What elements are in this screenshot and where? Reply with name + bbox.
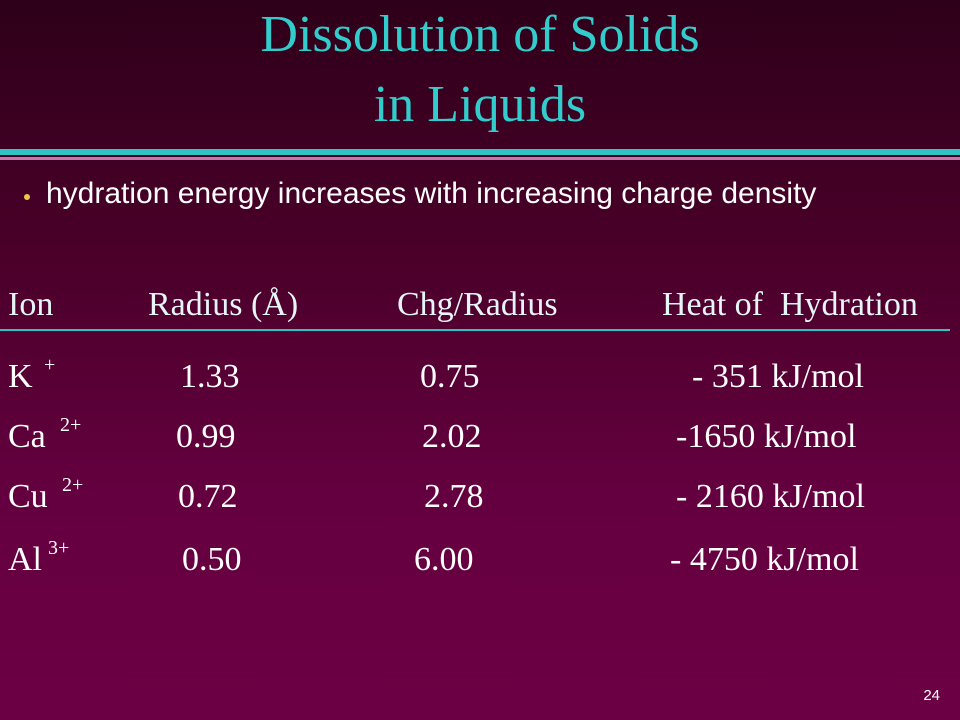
charge-radius: 0.75	[420, 358, 480, 395]
radius: 0.50	[182, 541, 242, 578]
bullet-marker	[24, 194, 30, 200]
divider	[0, 149, 960, 155]
ion-charge: 3+	[48, 537, 70, 559]
title-line: in Liquids	[373, 76, 587, 133]
heat-of-hydration: - 351 kJ/mol	[692, 358, 864, 395]
bullet-text: hydration energy increases with increasi…	[46, 177, 817, 210]
radius: 1.33	[180, 358, 240, 395]
radius: 0.72	[178, 478, 238, 515]
column-header: Ion	[8, 286, 54, 323]
heat-of-hydration: - 2160 kJ/mol	[676, 478, 865, 515]
ion-charge: 2+	[62, 474, 84, 496]
page-number: 24	[923, 687, 940, 704]
ion-symbol: Ca	[8, 418, 46, 455]
charge-radius: 2.02	[422, 418, 482, 455]
charge-radius: 6.00	[414, 541, 474, 578]
heat-of-hydration: - 4750 kJ/mol	[670, 541, 859, 578]
divider	[0, 157, 960, 160]
ion-charge: 2+	[60, 414, 82, 436]
ion-symbol: Cu	[8, 478, 48, 515]
radius: 0.99	[176, 418, 236, 455]
ion-charge: +	[44, 354, 56, 376]
header-rule	[0, 329, 950, 331]
ion-symbol: Al	[8, 541, 42, 578]
column-header: Heat of Hydration	[662, 286, 918, 323]
column-header: Radius (Å)	[148, 286, 299, 323]
column-header: Chg/Radius	[397, 286, 558, 323]
heat-of-hydration: -1650 kJ/mol	[676, 418, 857, 455]
ion-symbol: K	[8, 358, 33, 395]
charge-radius: 2.78	[424, 478, 484, 515]
title-line: Dissolution of Solids	[260, 6, 700, 63]
